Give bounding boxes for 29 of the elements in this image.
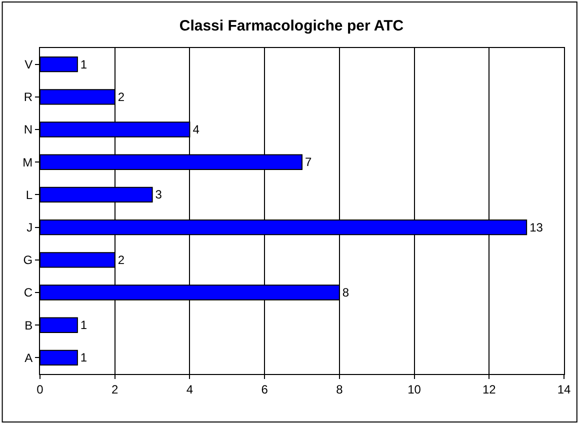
data-label: 1	[80, 318, 88, 332]
data-label: 1	[80, 350, 88, 365]
y-tick-label: N	[24, 122, 33, 137]
y-tick-label: G	[23, 253, 33, 268]
x-tick-label: 14	[557, 382, 571, 396]
x-tick-label: 4	[186, 382, 194, 396]
x-tick-label: 2	[112, 382, 119, 396]
y-tick-label: R	[24, 90, 33, 104]
y-tick-label: V	[24, 58, 33, 72]
data-label: 2	[118, 90, 125, 104]
y-tick-label: M	[22, 155, 33, 170]
y-tick-label: L	[26, 188, 33, 202]
data-label: 1	[80, 57, 88, 72]
x-tick-label: 10	[408, 382, 422, 396]
x-tick-label: 8	[336, 382, 344, 396]
data-label: 3	[155, 188, 162, 202]
data-label: 4	[192, 122, 200, 137]
data-label: 13	[530, 220, 544, 234]
x-tick-label: 6	[261, 382, 268, 396]
y-tick-label: J	[26, 220, 33, 234]
data-label: 7	[305, 155, 312, 170]
y-tick-label: B	[24, 318, 33, 332]
chart-title: Classi Farmacologiche per ATC	[179, 17, 404, 34]
data-label: 8	[342, 286, 350, 300]
x-tick-label: 12	[482, 382, 496, 396]
y-tick-label: C	[24, 286, 33, 300]
y-tick-label: A	[24, 350, 33, 365]
data-label: 2	[118, 252, 125, 267]
x-tick-label: 0	[36, 382, 44, 396]
